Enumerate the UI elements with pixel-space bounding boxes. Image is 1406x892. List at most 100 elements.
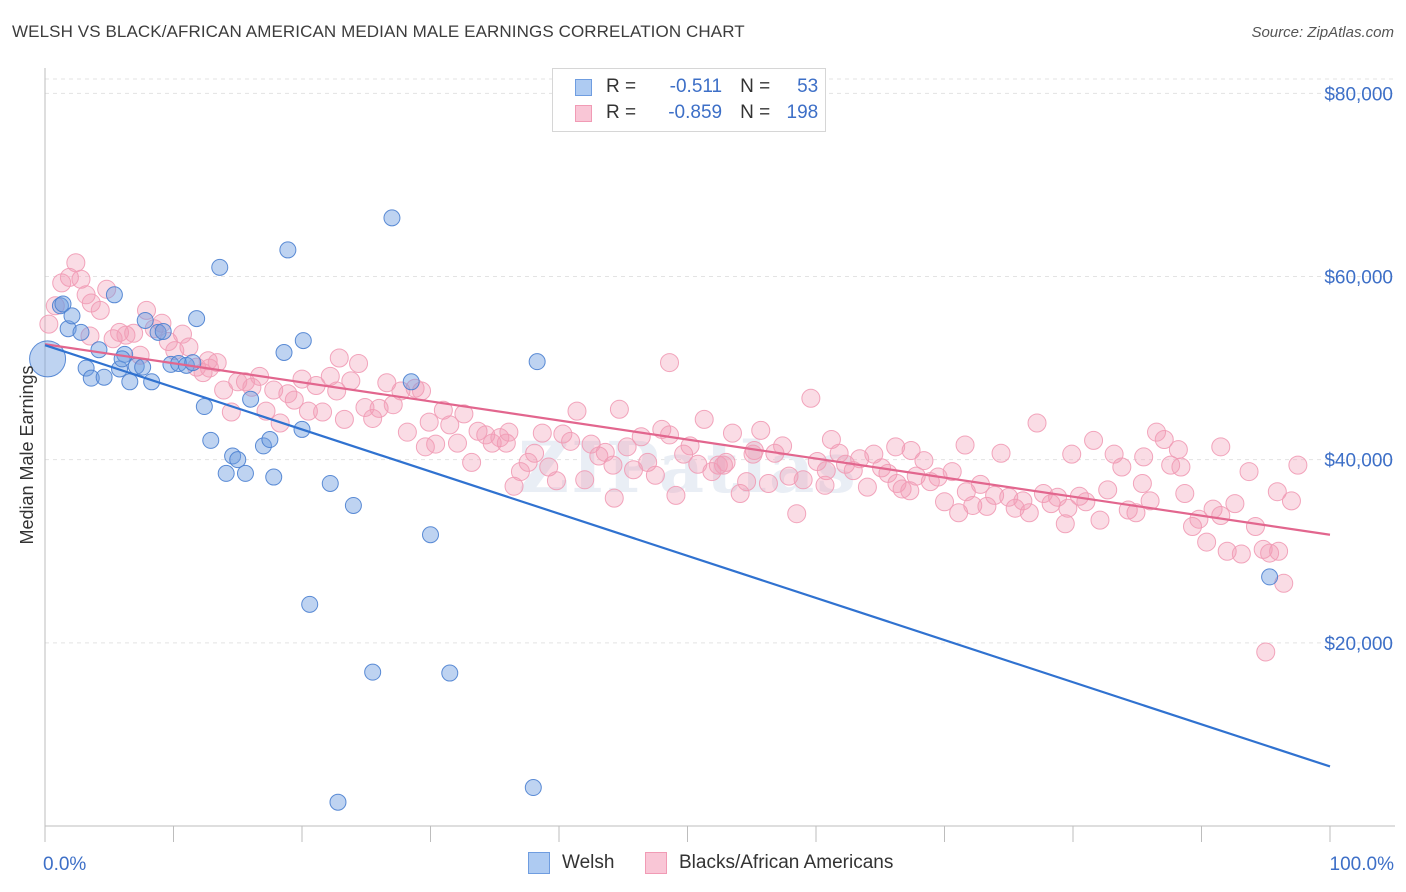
y-tick-label: $80,000 bbox=[1324, 84, 1393, 105]
point-black bbox=[1140, 491, 1160, 511]
point-black bbox=[397, 422, 417, 442]
point-black bbox=[942, 462, 962, 482]
point-black bbox=[1175, 484, 1195, 504]
source-credit: Source: ZipAtlas.com bbox=[1251, 24, 1394, 41]
trend-line-black bbox=[44, 343, 1331, 536]
point-black bbox=[313, 402, 333, 422]
point-black bbox=[589, 446, 609, 466]
point-black bbox=[694, 409, 714, 429]
point-black bbox=[603, 455, 623, 475]
series-welsh-points bbox=[29, 209, 1279, 811]
point-black bbox=[609, 399, 629, 419]
point-welsh bbox=[422, 526, 439, 544]
point-black bbox=[816, 461, 836, 481]
point-welsh bbox=[321, 474, 339, 492]
point-black bbox=[1225, 494, 1245, 514]
trend-line-welsh bbox=[44, 344, 1331, 768]
legend-row-black: R = -0.859 N = 198 bbox=[575, 101, 818, 125]
point-welsh bbox=[265, 468, 283, 486]
point-welsh bbox=[121, 373, 139, 391]
point-black bbox=[1171, 457, 1191, 477]
point-black bbox=[518, 452, 538, 472]
point-black bbox=[1281, 491, 1301, 511]
point-black bbox=[737, 472, 757, 492]
black-n-label: N = bbox=[740, 102, 771, 123]
point-black bbox=[901, 441, 921, 460]
point-black bbox=[843, 461, 863, 481]
point-black bbox=[341, 371, 361, 391]
point-black bbox=[1147, 422, 1167, 442]
point-black bbox=[857, 477, 877, 497]
point-welsh bbox=[261, 431, 279, 449]
point-black bbox=[447, 433, 467, 453]
y-tick-label: $60,000 bbox=[1324, 267, 1393, 288]
point-welsh bbox=[54, 295, 72, 313]
series-black-points bbox=[39, 253, 1308, 662]
point-black bbox=[116, 325, 136, 345]
point-welsh bbox=[229, 451, 247, 469]
point-black bbox=[454, 404, 474, 424]
point-black bbox=[1112, 457, 1132, 477]
point-black bbox=[499, 422, 519, 442]
axis-labels: $20,000 $40,000 $60,000 $80,000 0.0% 100.0% Me… bbox=[17, 84, 1394, 875]
point-black bbox=[198, 351, 218, 371]
point-black bbox=[1084, 430, 1104, 450]
point-black bbox=[1076, 492, 1096, 512]
point-black bbox=[751, 420, 771, 440]
point-black bbox=[1058, 498, 1078, 518]
point-black bbox=[377, 373, 397, 393]
y-tick-label: $40,000 bbox=[1324, 451, 1393, 472]
point-black bbox=[264, 380, 284, 400]
point-black bbox=[1090, 510, 1110, 530]
bottom-legend-black: Blacks/African Americans bbox=[645, 852, 893, 874]
black-r-value: -0.859 bbox=[668, 102, 723, 123]
point-black bbox=[66, 253, 86, 273]
point-welsh bbox=[294, 332, 312, 350]
y-axis-label: Median Male Earnings bbox=[17, 365, 37, 544]
point-black bbox=[532, 423, 552, 443]
point-black bbox=[567, 401, 587, 421]
black-swatch bbox=[575, 104, 592, 122]
welsh-n-label: N = bbox=[740, 76, 771, 97]
point-welsh bbox=[72, 323, 90, 341]
point-black bbox=[935, 492, 954, 512]
point-welsh bbox=[344, 496, 362, 514]
point-black bbox=[730, 484, 750, 504]
point-black bbox=[708, 455, 728, 475]
point-black bbox=[617, 437, 637, 457]
point-black bbox=[349, 353, 369, 373]
point-black bbox=[329, 348, 349, 368]
black-r-label: R = bbox=[606, 102, 637, 123]
point-black bbox=[581, 434, 601, 454]
stats-legend: R = -0.511 N = 53 R = -0.859 N = 198 bbox=[552, 68, 826, 132]
point-black bbox=[850, 449, 870, 469]
chart-title: WELSH VS BLACK/AFRICAN AMERICAN MEDIAN M… bbox=[12, 22, 745, 41]
point-black bbox=[787, 504, 807, 524]
point-black bbox=[779, 466, 799, 486]
point-black bbox=[39, 314, 59, 334]
point-black bbox=[1154, 430, 1174, 450]
point-welsh bbox=[1261, 568, 1279, 586]
y-tick-label: $20,000 bbox=[1324, 634, 1393, 655]
point-welsh bbox=[113, 350, 131, 368]
point-welsh bbox=[195, 398, 213, 416]
point-black bbox=[496, 433, 516, 453]
point-black bbox=[963, 495, 983, 515]
point-welsh bbox=[188, 310, 206, 328]
point-welsh bbox=[329, 793, 347, 811]
point-black bbox=[1211, 506, 1231, 526]
grid-lines bbox=[45, 78, 1395, 644]
point-black bbox=[1211, 437, 1231, 457]
point-black bbox=[415, 437, 435, 457]
point-welsh bbox=[82, 369, 100, 387]
point-welsh bbox=[134, 358, 152, 376]
welsh-legend-label: Welsh bbox=[562, 852, 615, 873]
point-black bbox=[722, 423, 742, 443]
point-black bbox=[1168, 440, 1188, 460]
point-welsh bbox=[524, 779, 542, 797]
point-black bbox=[334, 409, 354, 429]
point-black bbox=[1134, 447, 1154, 467]
point-black bbox=[1253, 539, 1273, 559]
point-black bbox=[1019, 503, 1039, 523]
